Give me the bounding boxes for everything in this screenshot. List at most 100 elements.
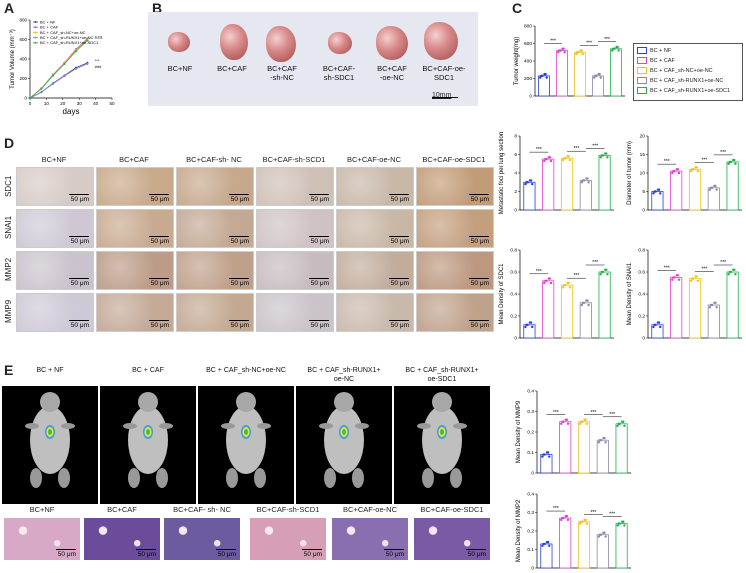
dot-2 — [696, 279, 700, 282]
ihc-row-label: MMP9 — [4, 299, 13, 323]
sig-label-2: *** — [592, 143, 598, 149]
series-point-3 — [74, 67, 78, 70]
dot-4 — [599, 156, 602, 159]
ihc-panel: 50 μm — [416, 251, 494, 290]
signal-green — [440, 429, 444, 435]
mouse-image — [417, 392, 467, 488]
legend-label-0: BC + NF — [40, 19, 56, 24]
sig-label-1: *** — [590, 410, 596, 416]
legend-swatch-sh-runx1 — [637, 77, 647, 84]
legend-dot-1 — [34, 26, 37, 29]
ihc-scale-label: 50 μm — [150, 196, 169, 203]
ihc-column-label: BC+CAF-sh- NC — [186, 155, 242, 164]
ihc-scale-label: 50 μm — [70, 322, 89, 329]
mouse-arm — [25, 423, 39, 429]
dot-3 — [708, 188, 712, 191]
he-label: BC+CAF-sh-SCD1 — [256, 505, 320, 514]
mouse-body — [30, 406, 70, 474]
x-tick-label: 50 — [109, 101, 115, 106]
bar-2 — [574, 51, 586, 97]
dot-1 — [548, 156, 552, 159]
b-label-caf: BC+CAF — [217, 64, 247, 73]
mouse-leg — [128, 468, 140, 488]
sig-label-2: *** — [604, 37, 610, 43]
dot-0 — [657, 321, 661, 324]
imaging-panel — [296, 386, 392, 504]
x-tick-label: 40 — [93, 101, 99, 106]
dot-3 — [604, 535, 607, 538]
tumor-oe-sdc1 — [424, 22, 458, 60]
dot-2 — [561, 286, 565, 289]
b-label-sh-sdc1: BC+CAF- sh-SDC1 — [322, 64, 356, 82]
series-point-4 — [86, 39, 89, 42]
y-tick-label: 0 — [642, 336, 645, 342]
dot-0 — [529, 179, 533, 182]
ihc-scale-bar — [229, 320, 249, 321]
b-label-nf: BC+NF — [167, 64, 193, 73]
legend-item-sh-runx1: BC + CAF_sh-RUNX1+oe-NC — [637, 77, 723, 84]
dot-4 — [605, 152, 608, 155]
sig-label-1: *** — [701, 267, 707, 273]
sig-label-1: *** — [701, 157, 707, 163]
dot-4 — [600, 270, 603, 274]
ihc-scale-bar — [229, 236, 249, 237]
y-tick-label: 0 — [531, 566, 534, 572]
ihc-panel: 50 μm — [256, 251, 334, 290]
panel-label-a: A — [4, 0, 15, 16]
ihc-panel: 50 μm — [416, 293, 494, 332]
y-tick-label: 0.3 — [527, 510, 534, 516]
legend-swatch-sdc1 — [637, 87, 647, 94]
ihc-column-label: BC+CAF-oe-NC — [347, 155, 401, 164]
y-tick-label: 0.8 — [510, 248, 517, 254]
ihc-scale-label: 50 μm — [470, 238, 489, 245]
bar-3 — [579, 302, 592, 339]
mouse-body — [422, 406, 462, 474]
bar-1 — [559, 421, 572, 474]
ihc-panel: 50 μm — [336, 293, 414, 332]
dot-0 — [548, 544, 551, 547]
dot-0 — [653, 323, 656, 326]
imaging-label: BC + CAF_sh-RUNX1+ oe-NC — [307, 367, 381, 383]
dot-2 — [585, 522, 589, 525]
sig-label-0: *** — [550, 39, 556, 45]
dot-2 — [696, 169, 700, 173]
ihc-scale-bar — [69, 278, 89, 279]
ihc-scale-label: 50 μm — [150, 238, 169, 245]
bar-4 — [726, 161, 739, 211]
ihc-scale-label: 50 μm — [470, 196, 489, 203]
sig-label-2: *** — [609, 412, 615, 418]
series-point-4 — [63, 62, 66, 65]
ihc-scale-label: 50 μm — [150, 280, 169, 287]
bar-2 — [688, 278, 702, 339]
imaging-label: BC + CAF_sh-NC+oe-NC — [206, 367, 286, 374]
dot-3 — [587, 181, 590, 184]
dot-3 — [715, 306, 718, 309]
ihc-panel: 50 μm — [16, 293, 94, 332]
he-label: BC+CAF-oe-NC — [343, 505, 397, 514]
dot-2 — [561, 158, 565, 162]
dot-4 — [728, 270, 731, 274]
y-tick-label: 0 — [642, 208, 645, 214]
he-label: BC+CAF- sh- NC — [173, 505, 231, 514]
dot-1 — [544, 279, 547, 282]
ihc-row-label: SNAI1 — [4, 215, 13, 239]
dot-4 — [605, 268, 608, 271]
panel-label-d: D — [4, 135, 15, 151]
dot-2 — [568, 158, 572, 162]
y-tick-label: 2 — [514, 189, 517, 195]
bar-3 — [596, 439, 609, 474]
legend-item-sh-nc: BC + CAF_sh-NC+oe-NC — [637, 67, 713, 74]
dot-4 — [727, 273, 730, 276]
mouse-arm — [417, 423, 431, 429]
dot-3 — [580, 181, 584, 184]
bar-1 — [542, 280, 555, 339]
dot-2 — [689, 169, 693, 173]
legend-text-sdc1: BC + CAF_sh-RUNX1+oe-SDC1 — [650, 87, 731, 94]
y-tick-label: 0.6 — [638, 270, 645, 276]
ihc-column-label: BC+CAF-oe-SDC1 — [422, 155, 486, 164]
ihc-scale-bar — [469, 194, 489, 195]
panel-label-c: C — [512, 0, 523, 16]
signal-green — [146, 429, 150, 435]
dot-3 — [597, 441, 601, 444]
dot-2 — [567, 281, 570, 285]
